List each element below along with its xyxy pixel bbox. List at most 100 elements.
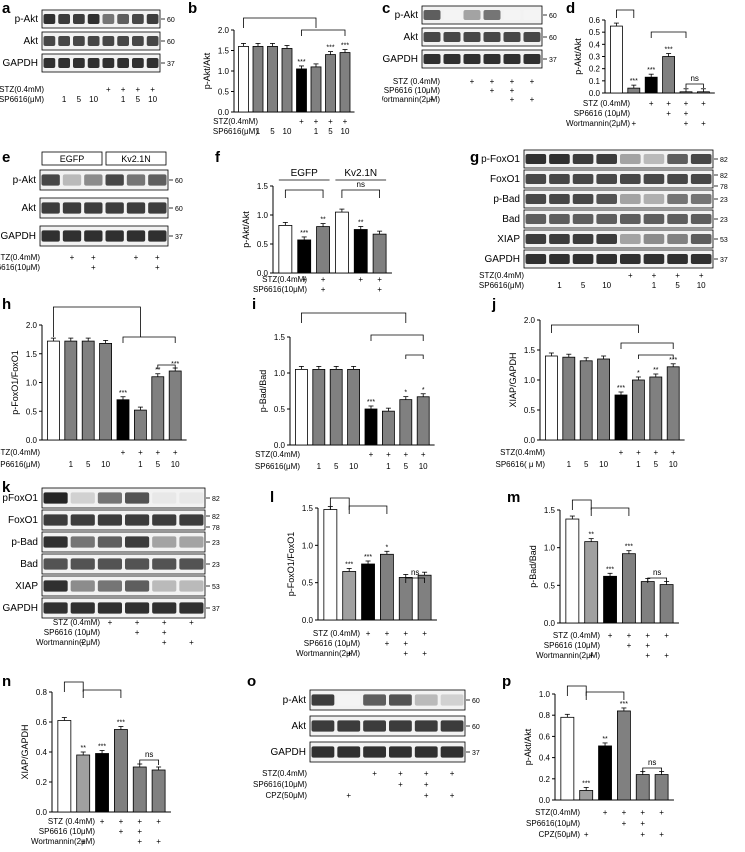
y-tick-label: 1.0 bbox=[218, 67, 230, 76]
blot-band bbox=[572, 173, 594, 185]
blot-band bbox=[483, 53, 501, 65]
bar bbox=[654, 774, 669, 801]
mw-label: 82 bbox=[212, 514, 220, 521]
panel-label: b bbox=[188, 0, 197, 17]
y-axis-label: XIAP/GAPDH bbox=[508, 352, 518, 407]
mw-label: 23 bbox=[212, 562, 220, 569]
condition-mark: + bbox=[162, 638, 167, 647]
mw-label: 82 bbox=[720, 173, 728, 180]
bar bbox=[76, 754, 91, 813]
blot-band bbox=[596, 173, 617, 185]
comparison-bracket bbox=[585, 691, 625, 700]
condition-mark: 5 bbox=[584, 460, 589, 469]
comparison-bracket bbox=[685, 83, 704, 88]
blot-band bbox=[117, 35, 129, 47]
bar bbox=[617, 710, 631, 801]
condition-mark: + bbox=[701, 119, 706, 128]
mw-label: 23 bbox=[720, 197, 728, 204]
protein-label: Akt bbox=[24, 36, 39, 47]
condition-mark: + bbox=[302, 275, 307, 284]
bar bbox=[335, 211, 349, 274]
group-label: EGFP bbox=[60, 154, 85, 164]
condition-mark: + bbox=[162, 628, 167, 637]
comparison-bracket bbox=[157, 364, 176, 369]
condition-mark: 10 bbox=[89, 95, 98, 104]
condition-mark: + bbox=[636, 448, 641, 457]
y-tick-label: 0.2 bbox=[589, 65, 601, 74]
blot-band bbox=[311, 746, 335, 758]
condition-mark: + bbox=[189, 618, 194, 627]
blot-band bbox=[337, 694, 361, 706]
y-axis-label: p-FoxO1/FoxO1 bbox=[286, 532, 296, 597]
group-label: EGFP bbox=[291, 168, 319, 179]
blot-strip bbox=[523, 229, 714, 249]
blot-band bbox=[503, 9, 521, 21]
blot-band bbox=[620, 213, 641, 225]
protein-label: p-Bad bbox=[493, 194, 520, 205]
figure-svg: b 0.0 0.5 1.0 1.5 2.0 p-Akt/Akt *** *** *** STZ(0.… bbox=[188, 0, 355, 136]
condition-label: SP6616(10μM) bbox=[253, 285, 307, 294]
condition-mark: + bbox=[640, 808, 645, 817]
blot-band bbox=[423, 31, 441, 43]
blot-band bbox=[117, 13, 129, 25]
comparison-bracket bbox=[139, 759, 159, 765]
mw-label: 60 bbox=[167, 39, 175, 46]
blot-band bbox=[549, 253, 570, 265]
y-tick-label: 0.0 bbox=[589, 89, 601, 98]
y-tick-label: 1.5 bbox=[218, 47, 230, 56]
blot-band bbox=[97, 536, 122, 548]
condition-mark: + bbox=[137, 827, 142, 836]
bar bbox=[316, 226, 330, 274]
mw-label: 37 bbox=[175, 234, 183, 241]
bar bbox=[380, 553, 394, 621]
blot-band bbox=[423, 53, 441, 65]
blot-band bbox=[84, 230, 103, 242]
condition-mark: + bbox=[155, 253, 160, 262]
condition-mark: + bbox=[627, 631, 632, 640]
blot-band bbox=[105, 202, 124, 214]
condition-mark: + bbox=[155, 263, 160, 272]
blot-band bbox=[73, 13, 85, 25]
condition-mark: 1 bbox=[69, 460, 74, 469]
condition-mark: + bbox=[421, 450, 426, 459]
protein-label: GAPDH bbox=[484, 254, 520, 265]
blot-band bbox=[389, 720, 412, 732]
condition-label: STZ(0.4mM) bbox=[255, 450, 300, 459]
blot-band bbox=[43, 57, 56, 69]
condition-mark: + bbox=[589, 651, 594, 660]
condition-mark: + bbox=[701, 99, 706, 108]
y-tick-label: 0.5 bbox=[302, 579, 314, 588]
condition-mark: + bbox=[403, 629, 408, 638]
panel-label: f bbox=[215, 149, 221, 166]
y-tick-label: 2.0 bbox=[218, 26, 230, 35]
condition-label: Wortmannin(2μM) bbox=[382, 95, 440, 104]
condition-mark: + bbox=[155, 448, 160, 457]
blot-band bbox=[690, 213, 712, 225]
blot-band bbox=[125, 602, 150, 614]
condition-label: STZ (0.4mM) bbox=[583, 99, 630, 108]
blot-band bbox=[414, 746, 438, 758]
condition-label: STZ (0.4mM) bbox=[553, 631, 600, 640]
ns-label: ns bbox=[653, 568, 661, 577]
comparison-bracket bbox=[341, 189, 380, 198]
condition-label: SP6616(10μM) bbox=[526, 819, 580, 828]
blot-band bbox=[125, 580, 150, 592]
panel-c: c p-Akt 60 Akt 60 GAPDH 37 STZ (0.4mM) + + + + SP661… bbox=[376, 0, 560, 140]
y-tick-label: 2.0 bbox=[26, 321, 38, 330]
bar bbox=[610, 25, 623, 94]
bar bbox=[297, 239, 312, 274]
condition-mark: + bbox=[422, 649, 427, 658]
y-axis-label: p-Akt/Akt bbox=[241, 211, 251, 248]
bar bbox=[416, 396, 430, 446]
condition-label: SP6616(10μM) bbox=[253, 780, 307, 789]
bar bbox=[666, 366, 680, 441]
y-tick-label: 0.2 bbox=[539, 775, 551, 784]
blot-band bbox=[70, 536, 95, 548]
blot-band bbox=[97, 558, 122, 570]
significance-label: *** bbox=[364, 554, 372, 561]
bar bbox=[622, 553, 636, 624]
panel-label: l bbox=[270, 489, 274, 506]
condition-mark: + bbox=[100, 817, 105, 826]
blot-band bbox=[596, 193, 617, 205]
condition-mark: + bbox=[156, 817, 161, 826]
